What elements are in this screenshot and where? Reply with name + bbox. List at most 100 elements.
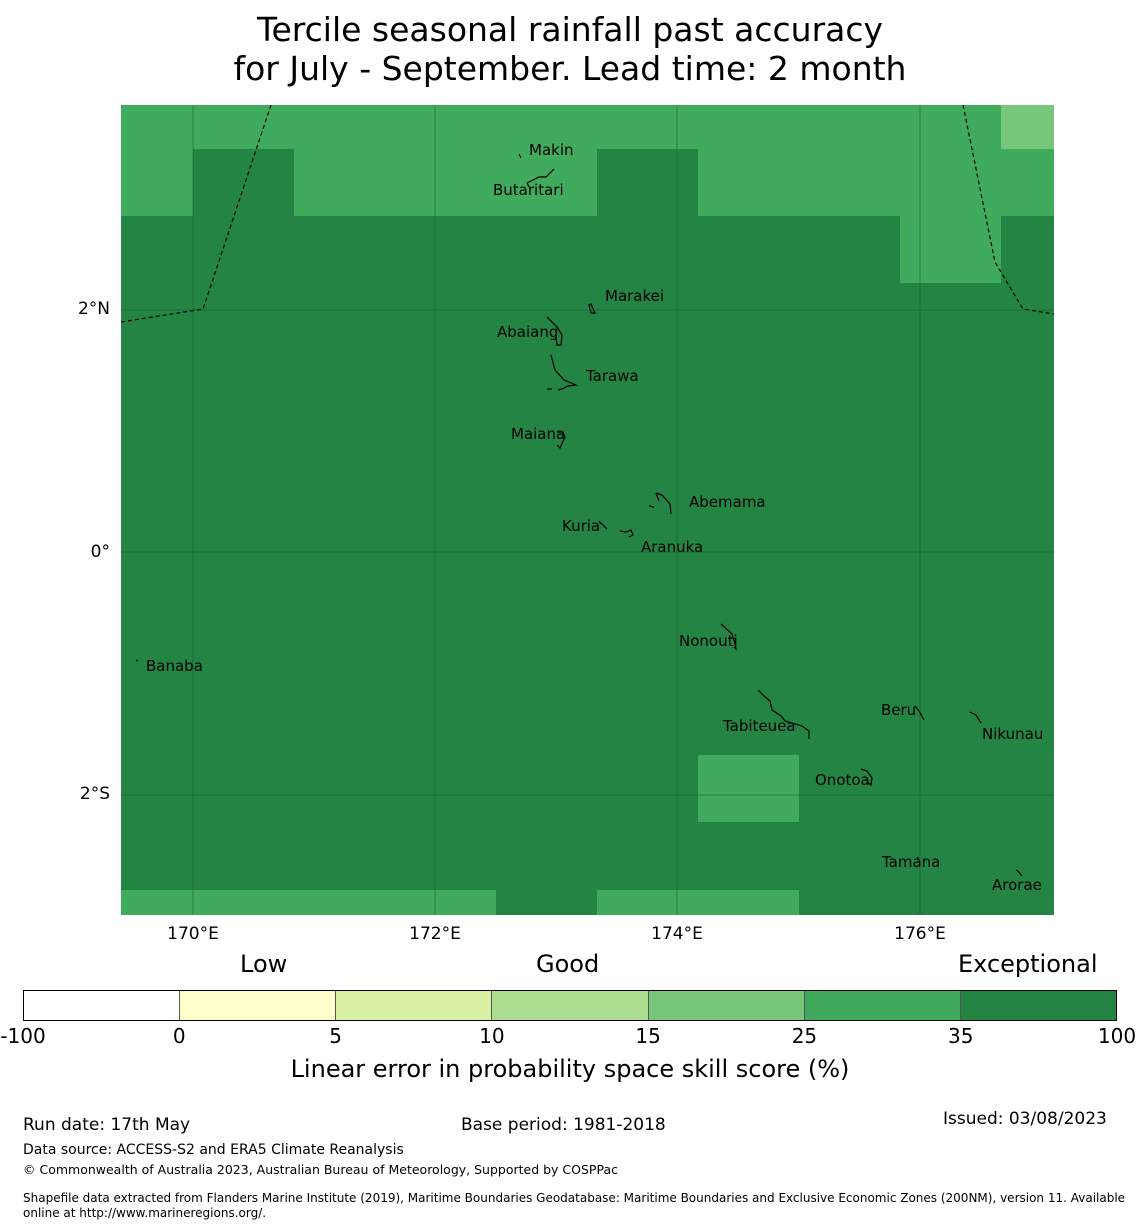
island-label-tarawa: Tarawa [586,367,639,385]
nikunau-outline [969,711,982,724]
grid-cell [698,149,800,217]
grid-cell [597,417,699,485]
grid-cell [597,350,699,418]
grid-cell [193,618,295,686]
grid-cell [294,283,436,351]
island-label-tabiteuea: Tabiteuea [723,717,796,735]
onotoa-outline [860,768,873,787]
grid-cell [698,417,800,485]
grid-cell [435,685,497,756]
island-label-beru: Beru [881,701,917,719]
eez-boundary [121,105,1054,323]
grid-cell [698,105,800,150]
legend-category-low: Low [240,950,288,978]
grid-cell [121,822,194,891]
grid-cell [435,618,497,686]
grid-cell [698,350,800,418]
grid-cell [294,822,436,891]
grid-cell [1001,484,1054,552]
lon-tick-170e: 170°E [167,924,219,944]
grid-cell [121,755,194,823]
grid-cell [193,350,295,418]
grid-cell [698,484,800,552]
island-label-aranuka: Aranuka [641,538,704,556]
grid-cell [698,216,800,284]
grid-cell [496,484,598,552]
grid-cell [193,822,295,891]
grid-cell [294,755,436,823]
maiana-outline [556,431,566,450]
grid-cell [799,685,901,756]
colorbar [23,990,1117,1021]
grid-cell [294,417,436,485]
issued-date: Issued: 03/08/2023 [943,1109,1107,1129]
grid-cell [698,755,799,822]
colorbar-tick-label: 15 [635,1024,661,1048]
grid-cell [435,822,497,891]
grid-cell [900,283,1002,351]
grid-cell [496,755,598,823]
grid-cell [900,350,1002,418]
grid-cell [900,755,1002,823]
grid-cell [496,685,598,756]
tamana-outline [916,856,920,860]
lat-tick-0: 0° [90,542,110,562]
grid-cell [1001,283,1054,351]
grid-cell [294,105,436,150]
tabiteuea-outline [757,689,810,739]
grid-cell [799,618,901,686]
colorbar-segment [24,991,181,1020]
grid-cell [435,417,497,485]
grid-cell [193,417,295,485]
aranuka-outline [619,529,634,538]
run-date: Run date: 17th May [23,1115,191,1135]
colorbar-tick-label: -100 [0,1024,46,1048]
grid-cell [294,685,436,756]
lon-tick-172e: 172°E [409,924,461,944]
grid-cell [435,105,497,150]
grid-cell [900,417,1002,485]
lat-tick-2s: 2°S [79,784,110,804]
grid-cell [121,890,496,915]
eez-boundary-east [962,105,1054,315]
grid-cell [1001,755,1054,823]
island-label-maiana: Maiana [511,425,566,443]
grid-cell [597,149,699,217]
grid-cell [193,216,295,284]
grid-cell [294,350,436,418]
grid-cell [193,755,295,823]
grid-cell [698,551,800,619]
grid-cell [597,283,699,351]
island-label-tamana: Tamana [882,853,941,871]
grid-cell [799,890,901,915]
grid-cell [496,283,598,351]
grid-cell [121,350,194,418]
grid-cell [435,755,497,823]
lon-tick-174e: 174°E [651,924,703,944]
grid-cell [193,551,295,619]
grid-cell [193,149,295,217]
grid-cell [1001,685,1054,756]
lon-tick-176e: 176°E [894,924,946,944]
island-outlines [135,153,1023,877]
grid-cell [799,283,901,351]
grid-cell [435,484,497,552]
abaiang-outline [546,316,563,346]
grid-cell [698,283,800,351]
graticule [121,105,1054,915]
colorbar-tick-label: 5 [329,1024,342,1048]
grid-cell [496,216,598,284]
grid-cell [799,350,901,418]
colorbar-segment [960,991,1116,1020]
grid-cell [900,216,1001,283]
grid-cell [496,105,598,150]
legend-category-good: Good [536,950,600,978]
grid-cell [799,105,901,150]
grid-cell [799,551,901,619]
colorbar-segment [804,991,961,1020]
grid-cell [900,484,1002,552]
grid-cell [597,618,699,686]
legend-category-exceptional: Exceptional [958,950,1098,978]
grid-cell [1001,149,1054,217]
base-period: Base period: 1981-2018 [461,1115,666,1135]
